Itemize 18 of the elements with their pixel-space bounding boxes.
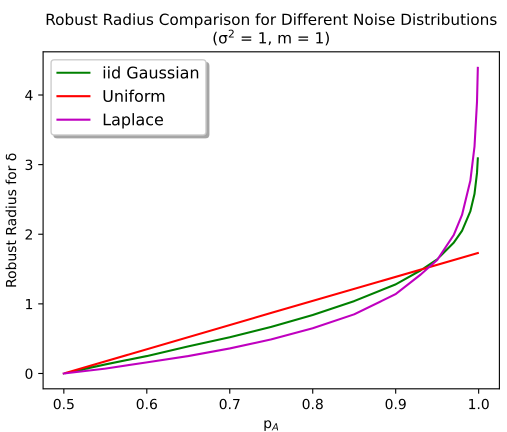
x-tick-label: 1.0 (469, 398, 489, 410)
x-tick-label: 0.7 (220, 398, 240, 410)
y-axis-title: Robust Radius for δ (6, 153, 16, 287)
x-tick-label: 0.6 (136, 398, 157, 410)
x-tick-label: 0.9 (386, 398, 406, 410)
x-axis-title: p$_{A}$ (264, 420, 278, 431)
y-tick-label: 2 (26, 229, 32, 240)
y-tick-label: 0 (25, 368, 32, 379)
y-tick-label: 1 (26, 299, 32, 310)
line-series (62, 66, 479, 375)
legend-label: Laplace (104, 113, 163, 129)
legend-label: iid Gaussian (104, 66, 198, 79)
x-tick-label: 0.8 (302, 398, 323, 410)
legend-label: Uniform (104, 90, 164, 102)
x-tick-label: 0.5 (54, 398, 74, 410)
chart-title: Robust Radius Comparison for Different Noise Distributions (σ$^{2}$ = 1, m = 1) (46, 13, 497, 46)
y-tick-label: 3 (26, 160, 32, 170)
y-tick-label: 4 (25, 90, 33, 100)
